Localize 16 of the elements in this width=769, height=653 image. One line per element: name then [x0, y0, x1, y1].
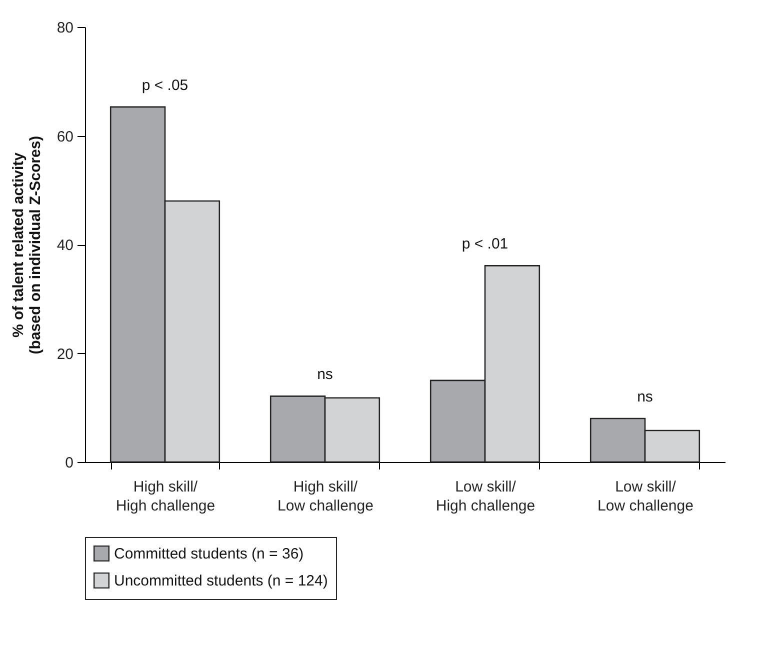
y-tick-label: 80 — [56, 20, 74, 36]
annotation: p < .05 — [142, 76, 188, 94]
y-tick-label: 20 — [56, 346, 74, 363]
y-tick-label: 0 — [65, 454, 74, 472]
annotation: ns — [317, 366, 333, 384]
x-tick-label: Low skill/ High challenge — [436, 478, 536, 514]
annotation: p < .01 — [462, 236, 508, 253]
x-tick-label: High skill/ Low challenge — [278, 478, 374, 514]
x-tick-label: High skill/ High challenge — [116, 478, 216, 514]
x-tick-label: Low skill/ Low challenge — [598, 478, 694, 514]
legend-label: Committed students (n = 36) — [114, 546, 304, 562]
y-axis-title: % of talent related activity (based on individual Z-Scores) — [10, 136, 44, 354]
legend-label: Uncommitted students (n = 124) — [114, 572, 328, 590]
y-tick-label: 40 — [56, 237, 74, 254]
annotation: ns — [637, 388, 653, 406]
y-tick-label: 60 — [56, 128, 74, 146]
